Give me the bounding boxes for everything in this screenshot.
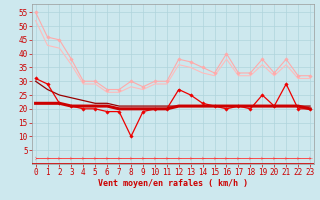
X-axis label: Vent moyen/en rafales ( km/h ): Vent moyen/en rafales ( km/h )	[98, 179, 248, 188]
